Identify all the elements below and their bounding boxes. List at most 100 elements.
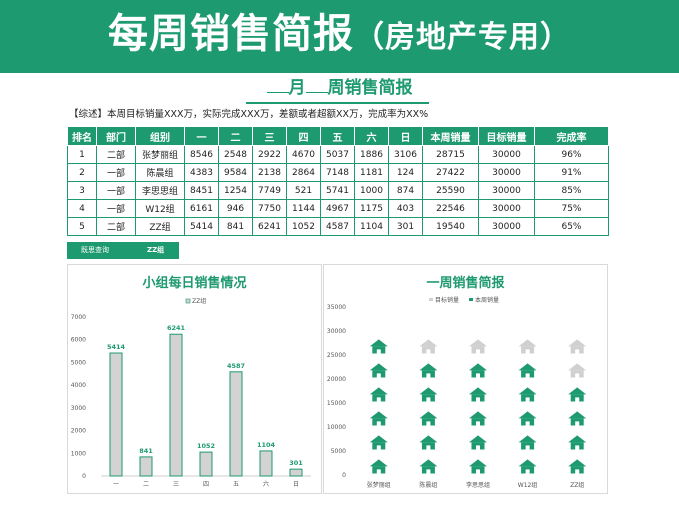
actual-icon-door [476, 445, 480, 450]
actual-icon-door [376, 397, 381, 402]
table-cell: 一部 [96, 163, 136, 182]
target-icon-roof [568, 363, 587, 371]
table-cell: 25590 [422, 181, 479, 200]
legend-swatch-target [429, 298, 433, 301]
report-title-text: 周销售简报 [327, 78, 413, 98]
actual-icon-door [376, 421, 381, 426]
column-header: 完成率 [534, 126, 609, 146]
table-cell: 841 [218, 217, 253, 236]
table-cell: 5741 [320, 181, 355, 200]
actual-icon-roof [469, 435, 487, 443]
actual-icon-roof [419, 435, 438, 443]
table-cell: ZZ组 [135, 217, 185, 236]
y-tick-label: 6000 [71, 337, 86, 344]
group-query-bar[interactable]: 既思查询 ZZ组 [67, 242, 179, 259]
table-cell: 二部 [96, 145, 136, 164]
y-tick-label: 10000 [327, 424, 346, 431]
bar [169, 333, 183, 477]
data-label: 841 [139, 447, 153, 455]
table-cell: 6241 [252, 217, 287, 236]
actual-icon-roof [419, 459, 438, 467]
actual-icon-roof [419, 387, 438, 395]
actual-icon-door [476, 397, 480, 402]
table-cell: 6161 [184, 199, 219, 218]
actual-icon-door [476, 421, 480, 426]
legend-label: 目标销量 [435, 296, 459, 304]
legend-label: ZZ组 [192, 297, 206, 305]
table-cell: 65% [534, 217, 609, 236]
actual-icon-door [575, 421, 580, 426]
summary-text: 【综述】本周目标销量XXX万，实际完成XXX万，差额或者超额XX万，完成率为XX… [69, 109, 429, 120]
bar [109, 352, 123, 477]
week-blank [305, 78, 328, 93]
actual-icon-roof [469, 387, 487, 395]
table-cell: 30000 [478, 163, 535, 182]
table-cell: 8451 [184, 181, 219, 200]
title-sub: （房地产专用） [354, 20, 571, 55]
target-icon-door [575, 349, 580, 354]
y-tick-label: 0 [342, 472, 346, 479]
table-cell: 19540 [422, 217, 479, 236]
table-cell: 3 [67, 181, 97, 200]
actual-icon-roof [518, 363, 537, 371]
query-label: 既思查询 [81, 246, 109, 254]
table-row: 3 一部 李思思组 8451 1254 7749 521 5741 1000 874 25590 30… [67, 181, 609, 200]
sales-table: 排名 部门 组别一二三四五六日本周销量 目标销量 完成率 1 二部 张梦丽组 8546 2548… [67, 126, 609, 236]
report-title: 月 周销售简报 [0, 77, 679, 99]
target-icon-roof [419, 339, 438, 347]
month-blank [266, 78, 289, 93]
x-tick-label: 三 [173, 481, 179, 488]
table-cell: 28715 [422, 145, 479, 164]
column-header: 部门 [96, 126, 136, 146]
actual-icon-roof [469, 459, 487, 467]
actual-icon-door [525, 397, 530, 402]
actual-icon-door [426, 445, 431, 450]
table-cell: 96% [534, 145, 609, 164]
table-cell: 2922 [252, 145, 287, 164]
legend-label: 本周销量 [475, 296, 499, 304]
table-cell: 李思思组 [135, 181, 185, 200]
actual-icon-roof [369, 387, 388, 395]
table-cell: 4967 [320, 199, 355, 218]
actual-icon-door [525, 373, 530, 378]
table-cell: 2 [67, 163, 97, 182]
column-header: 日 [388, 126, 423, 146]
table-header-row: 排名 部门 组别一二三四五六日本周销量 目标销量 完成率 [67, 126, 609, 146]
table-cell: 一部 [96, 199, 136, 218]
data-label: 6241 [167, 324, 186, 332]
table-cell: 一部 [96, 181, 136, 200]
legend-swatch-actual [469, 298, 473, 301]
table-cell: 二部 [96, 217, 136, 236]
legend-swatch [185, 298, 191, 304]
bar [139, 456, 153, 477]
target-icon-roof [469, 339, 487, 347]
column-header: 五 [320, 126, 355, 146]
table-cell: 27422 [422, 163, 479, 182]
y-tick-label: 7000 [71, 314, 86, 321]
y-tick-label: 30000 [327, 328, 346, 335]
table-cell: 4383 [184, 163, 219, 182]
actual-icon-roof [568, 435, 587, 443]
table-cell: 124 [388, 163, 423, 182]
actual-icon-roof [518, 435, 537, 443]
target-icon-door [476, 349, 480, 354]
actual-icon-roof [369, 411, 388, 419]
actual-icon-door [426, 373, 431, 378]
actual-icon-roof [469, 411, 487, 419]
table-row: 2 一部 陈晨组 4383 9584 2138 2864 7148 1181 124 27422 30… [67, 163, 609, 182]
table-cell: 2548 [218, 145, 253, 164]
table-cell: 1104 [354, 217, 389, 236]
group-selector[interactable]: ZZ组 [147, 246, 165, 254]
table-row: 5 二部 ZZ组 5414 841 6241 1052 4587 1104 301 19540 300… [67, 217, 609, 236]
bar [289, 468, 303, 477]
table-cell: 75% [534, 199, 609, 218]
bar [199, 451, 213, 477]
table-cell: 4587 [320, 217, 355, 236]
x-tick-label: 张梦丽组 [367, 481, 391, 489]
table-cell: 2138 [252, 163, 287, 182]
bar [229, 371, 243, 477]
y-tick-label: 20000 [327, 376, 346, 383]
actual-icon-roof [518, 459, 537, 467]
x-tick-label: W12组 [518, 481, 538, 489]
